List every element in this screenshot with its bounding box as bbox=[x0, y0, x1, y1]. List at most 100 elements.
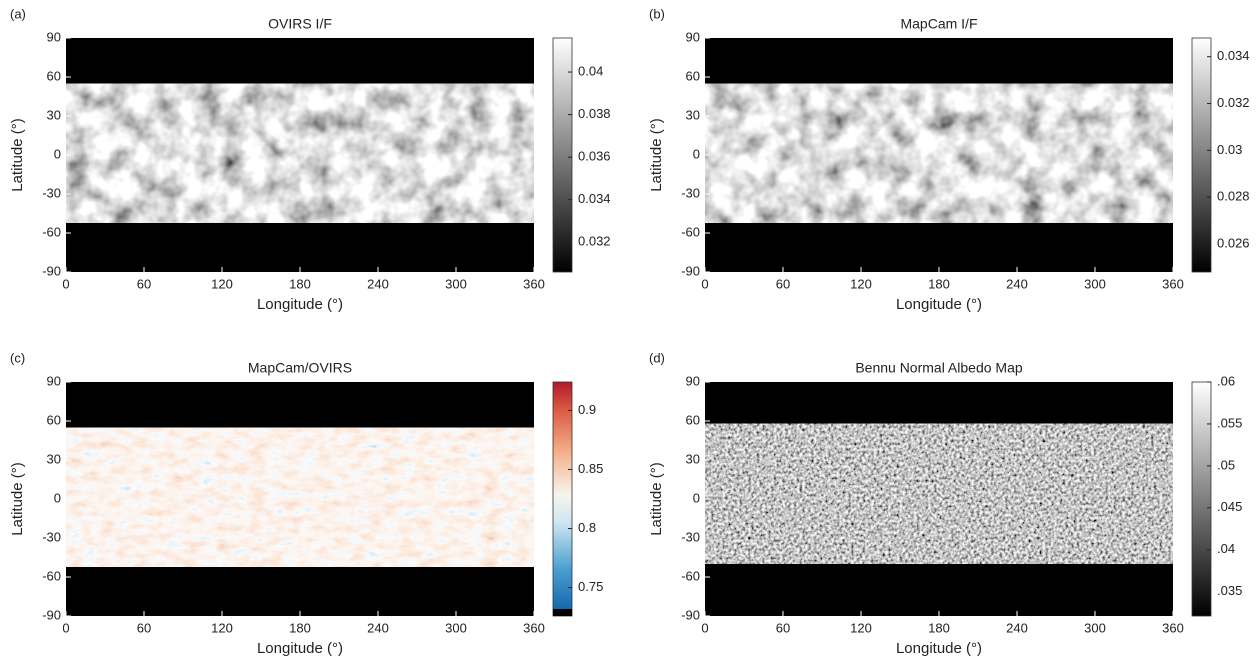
colorbar bbox=[552, 381, 573, 617]
panel: (b)MapCam I/F0 60 120 180 240 300 360-90-60-30… bbox=[648, 6, 1250, 313]
y-axis-label: Latitude (°) bbox=[9, 462, 26, 536]
y-tick-label: 60 bbox=[47, 412, 61, 427]
x-tick-label: 300 bbox=[1084, 276, 1106, 291]
y-tick-label: 90 bbox=[686, 373, 700, 388]
x-tick-label: 360 bbox=[1162, 276, 1184, 291]
x-axis-label: Longitude (°) bbox=[257, 640, 343, 657]
panel-label: (b) bbox=[649, 6, 665, 21]
y-tick-label: -90 bbox=[42, 607, 61, 622]
colorbar-tick-label: 0.9 bbox=[578, 402, 596, 417]
y-tick-label: 60 bbox=[686, 68, 700, 83]
y-tick-label: -60 bbox=[681, 568, 700, 583]
y-tick-label: -90 bbox=[681, 607, 700, 622]
y-tick-label: 90 bbox=[686, 29, 700, 44]
x-tick-label: 180 bbox=[289, 620, 311, 635]
map-image bbox=[705, 83, 1173, 223]
x-tick-label: 0 bbox=[701, 276, 708, 291]
panel: (a)OVIRS I/F0 60 120 180 240 300 360-90-60-300… bbox=[9, 6, 611, 313]
y-tick-label: 30 bbox=[47, 107, 61, 122]
panel-title: MapCam I/F bbox=[900, 16, 977, 32]
x-tick-label: 60 bbox=[776, 276, 790, 291]
map-image bbox=[66, 427, 534, 567]
y-tick-label: 90 bbox=[47, 373, 61, 388]
x-tick-label: 120 bbox=[850, 276, 872, 291]
x-tick-label: 240 bbox=[1006, 276, 1028, 291]
x-tick-label: 300 bbox=[445, 620, 467, 635]
x-tick-label: 360 bbox=[523, 620, 545, 635]
colorbar-under bbox=[553, 609, 572, 616]
colorbar-tick-label: .05 bbox=[1217, 457, 1235, 472]
y-axis-label: Latitude (°) bbox=[9, 118, 26, 192]
x-tick-label: 60 bbox=[137, 620, 151, 635]
y-tick-label: 0 bbox=[54, 490, 61, 505]
colorbar bbox=[1191, 381, 1212, 617]
y-tick-label: 30 bbox=[686, 451, 700, 466]
x-tick-label: 60 bbox=[137, 276, 151, 291]
panel-title: Bennu Normal Albedo Map bbox=[855, 360, 1023, 376]
y-axis-label: Latitude (°) bbox=[648, 118, 665, 192]
colorbar-tick-label: 0.034 bbox=[1217, 48, 1250, 63]
map-image bbox=[705, 423, 1173, 564]
x-tick-label: 300 bbox=[1084, 620, 1106, 635]
x-tick-label: 0 bbox=[62, 620, 69, 635]
colorbar-tick-label: 0.03 bbox=[1217, 142, 1242, 157]
colorbar-tick-label: 0.036 bbox=[578, 149, 611, 164]
y-tick-label: 0 bbox=[693, 490, 700, 505]
colorbar-tick-label: .04 bbox=[1217, 541, 1235, 556]
colorbar-tick-label: .055 bbox=[1217, 415, 1242, 430]
x-tick-label: 120 bbox=[211, 276, 233, 291]
y-tick-label: 30 bbox=[686, 107, 700, 122]
x-tick-label: 0 bbox=[62, 276, 69, 291]
y-tick-label: -60 bbox=[42, 568, 61, 583]
y-tick-label: 60 bbox=[686, 412, 700, 427]
panel: (d) Bennu Normal Albedo Map 0 60 120 180 240 30… bbox=[648, 350, 1242, 657]
x-tick-label: 180 bbox=[928, 276, 950, 291]
x-tick-label: 0 bbox=[701, 620, 708, 635]
y-tick-label: 30 bbox=[47, 451, 61, 466]
colorbar-tick-label: 0.038 bbox=[578, 106, 611, 121]
colorbar-tick-label: .06 bbox=[1217, 373, 1235, 388]
y-axis-label: Latitude (°) bbox=[648, 462, 665, 536]
y-tick-label: 0 bbox=[54, 146, 61, 161]
x-tick-label: 240 bbox=[1006, 620, 1028, 635]
colorbar-tick-label: 0.028 bbox=[1217, 189, 1250, 204]
colorbar-tick-label: 0.75 bbox=[578, 579, 603, 594]
colorbar-tick-label: 0.032 bbox=[1217, 95, 1250, 110]
x-tick-label: 360 bbox=[1162, 620, 1184, 635]
colorbar-tick-label: 0.8 bbox=[578, 520, 596, 535]
y-tick-label: 0 bbox=[693, 146, 700, 161]
y-tick-label: -30 bbox=[681, 185, 700, 200]
colorbar-tick-label: 0.026 bbox=[1217, 235, 1250, 250]
panel-label: (c) bbox=[10, 350, 25, 365]
x-axis-label: Longitude (°) bbox=[896, 296, 982, 313]
x-tick-label: 120 bbox=[850, 620, 872, 635]
y-tick-label: -90 bbox=[681, 263, 700, 278]
y-tick-label: 60 bbox=[47, 68, 61, 83]
x-axis-label: Longitude (°) bbox=[896, 640, 982, 657]
y-tick-label: -90 bbox=[42, 263, 61, 278]
colorbar-tick-label: .045 bbox=[1217, 499, 1242, 514]
y-tick-label: 90 bbox=[47, 29, 61, 44]
panel-label: (d) bbox=[649, 350, 665, 365]
x-tick-label: 180 bbox=[289, 276, 311, 291]
colorbar bbox=[1191, 37, 1212, 273]
colorbar-tick-label: 0.032 bbox=[578, 234, 611, 249]
panel-title: OVIRS I/F bbox=[268, 16, 332, 32]
y-tick-label: -60 bbox=[42, 224, 61, 239]
panel-title: MapCam/OVIRS bbox=[248, 360, 352, 376]
x-tick-label: 60 bbox=[776, 620, 790, 635]
colorbar-tick-label: 0.85 bbox=[578, 461, 603, 476]
x-tick-label: 360 bbox=[523, 276, 545, 291]
x-tick-label: 240 bbox=[367, 276, 389, 291]
panel-label: (a) bbox=[10, 6, 26, 21]
x-tick-label: 180 bbox=[928, 620, 950, 635]
colorbar-tick-label: .035 bbox=[1217, 583, 1242, 598]
x-tick-label: 300 bbox=[445, 276, 467, 291]
colorbar bbox=[552, 37, 573, 273]
y-tick-label: -30 bbox=[42, 185, 61, 200]
x-axis-label: Longitude (°) bbox=[257, 296, 343, 313]
y-tick-label: -30 bbox=[42, 529, 61, 544]
x-tick-label: 240 bbox=[367, 620, 389, 635]
